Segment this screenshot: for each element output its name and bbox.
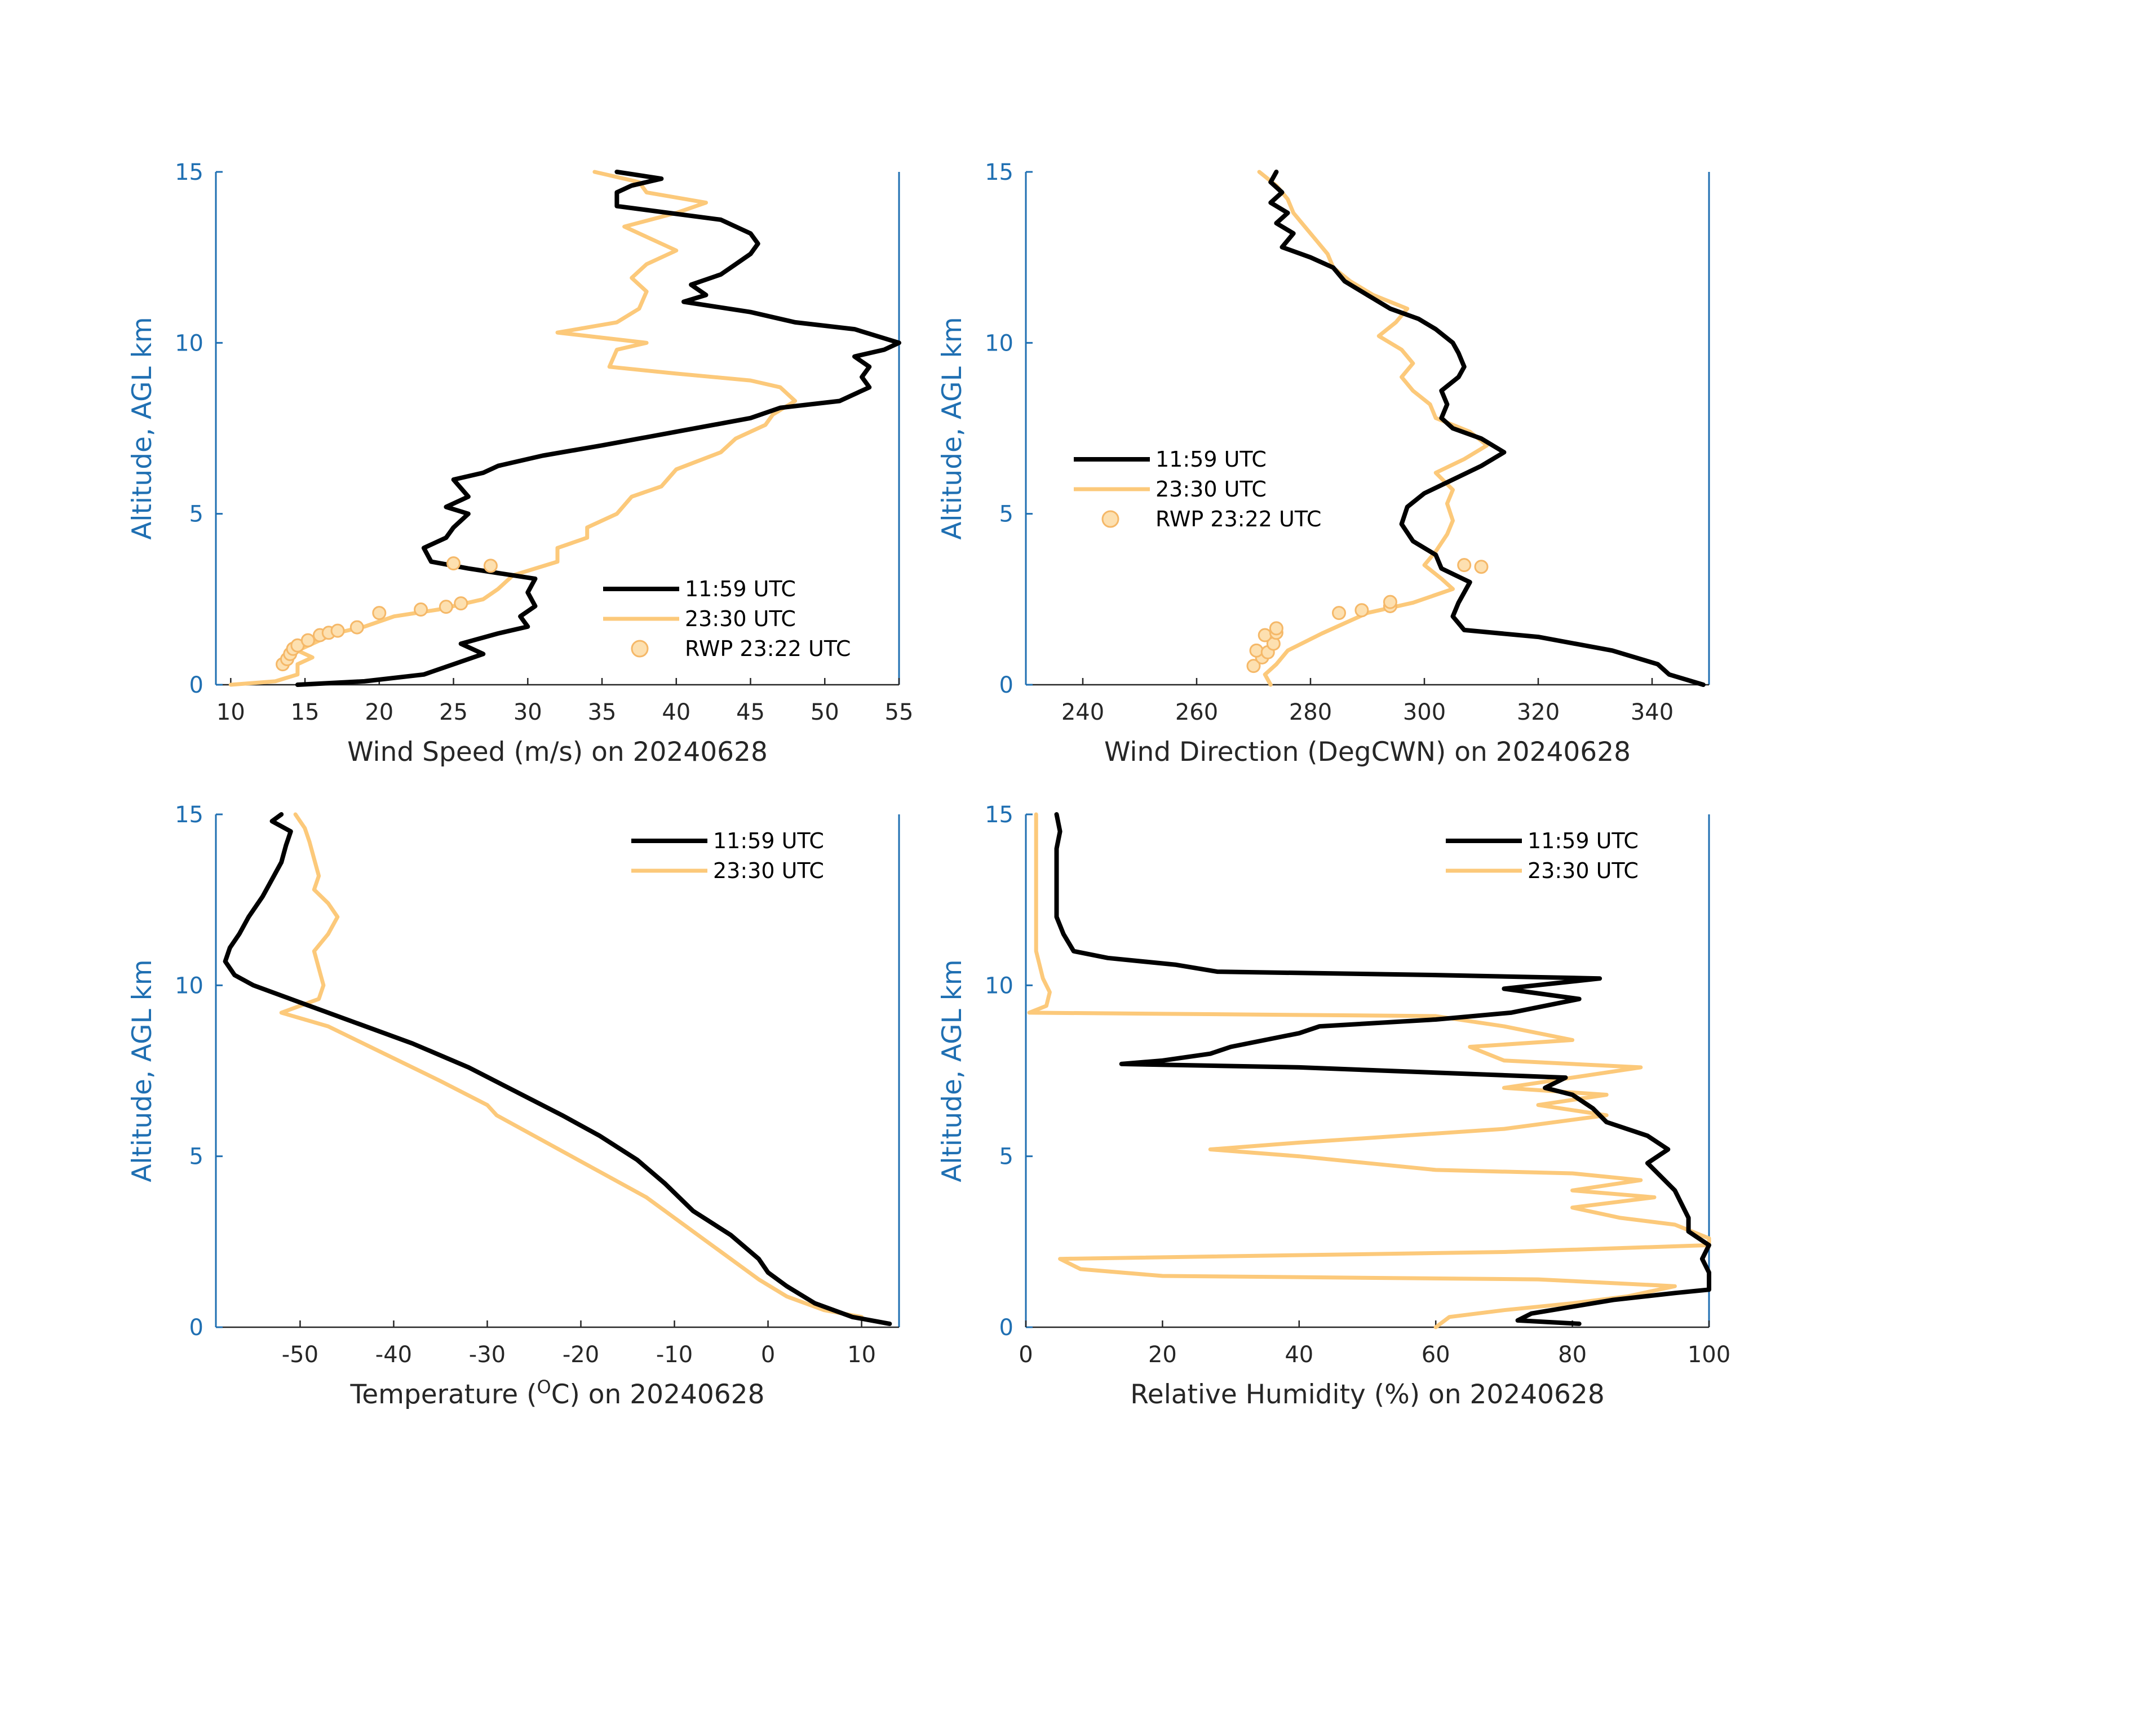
x-tick-label: 10 <box>847 1342 876 1368</box>
rwp-marker <box>349 620 364 635</box>
x-tick-label: 300 <box>1403 699 1446 725</box>
chart-panel-3: 0 5 10 15 -50 -40 -30 -20 -10 0 10 Altitude, AGL km… <box>127 802 900 1410</box>
x-tick-label: 280 <box>1289 699 1332 725</box>
x-tick-label: -50 <box>282 1342 318 1368</box>
x-tick-label: 320 <box>1517 699 1560 725</box>
rwp-marker <box>1383 595 1397 609</box>
series-line-2330-utc <box>279 812 864 1319</box>
y-axis-title: Altitude, AGL km <box>127 317 158 539</box>
legend-label: 23:30 UTC <box>685 606 796 631</box>
rwp-marker <box>1258 628 1272 642</box>
rwp-marker <box>1354 603 1369 618</box>
chart-panel-1: 0 5 10 15 10 15 20 25 30 35 40 45 50 55 Altitude, AGL … <box>127 159 913 768</box>
y-tick-label: 5 <box>999 1144 1013 1170</box>
x-tick-label: 80 <box>1558 1342 1587 1368</box>
y-tick-label: 15 <box>175 159 203 185</box>
rwp-marker <box>414 602 428 617</box>
rwp-marker <box>1249 643 1264 658</box>
legend-label: 23:30 UTC <box>1156 477 1267 502</box>
y-tick-label: 10 <box>175 973 203 999</box>
rwp-marker <box>372 606 387 620</box>
y-tick-label: 15 <box>985 802 1013 828</box>
x-tick-label: 45 <box>736 699 765 725</box>
x-tick-label: 35 <box>588 699 617 725</box>
series-line-1159-utc <box>1268 170 1706 687</box>
rwp-marker <box>1474 560 1489 574</box>
rwp-marker <box>439 600 453 614</box>
y-axis-title: Altitude, AGL km <box>127 959 158 1182</box>
rwp-marker <box>300 633 315 648</box>
x-axis-title: Wind Direction (DegCWN) on 20240628 <box>1104 737 1631 768</box>
rwp-marker <box>1332 606 1346 620</box>
series-line-2330-utc <box>1027 812 1711 1329</box>
series-line-2330-utc <box>1257 170 1489 687</box>
rwp-marker <box>330 623 345 638</box>
x-tick-label: 20 <box>365 699 393 725</box>
series-line-1159-utc <box>223 812 892 1326</box>
y-tick-label: 10 <box>175 330 203 356</box>
rwp-marker <box>1269 621 1283 636</box>
series-line-1159-utc <box>295 170 901 687</box>
x-tick-label: 260 <box>1175 699 1218 725</box>
y-tick-label: 5 <box>999 502 1013 528</box>
legend-label: RWP 23:22 UTC <box>1156 507 1321 531</box>
legend-swatch-rwp <box>1101 510 1119 528</box>
x-tick-label: 40 <box>1285 1342 1313 1368</box>
x-tick-label: 15 <box>291 699 320 725</box>
x-tick-label: 240 <box>1061 699 1104 725</box>
x-tick-label: 0 <box>761 1342 775 1368</box>
legend-label: 23:30 UTC <box>1528 858 1639 883</box>
rwp-marker <box>1246 659 1261 673</box>
y-tick-label: 10 <box>985 973 1013 999</box>
legend-swatch-rwp <box>631 640 649 658</box>
x-tick-label: 340 <box>1631 699 1674 725</box>
x-tick-label: 0 <box>1019 1342 1033 1368</box>
y-tick-label: 0 <box>999 672 1013 698</box>
chart-panel-2: 0 5 10 15 240 260 280 300 320 340 Altitude, AGL km… <box>937 159 1710 768</box>
x-tick-label: 20 <box>1148 1342 1177 1368</box>
rwp-marker <box>454 596 468 611</box>
x-axis-title: Relative Humidity (%) on 20240628 <box>1130 1379 1605 1410</box>
y-tick-label: 15 <box>175 802 203 828</box>
x-tick-label: 100 <box>1688 1342 1730 1368</box>
x-tick-label: 40 <box>662 699 690 725</box>
y-tick-label: 15 <box>985 159 1013 185</box>
y-tick-label: 0 <box>189 672 203 698</box>
x-tick-label: -40 <box>375 1342 412 1368</box>
chart-panel-4: 0 5 10 15 0 20 40 60 80 100 Altitude, AGL km Relati… <box>937 802 1730 1410</box>
legend-label: 23:30 UTC <box>713 858 824 883</box>
rwp-marker <box>1457 558 1472 573</box>
x-tick-label: 25 <box>439 699 468 725</box>
x-tick-label: -10 <box>656 1342 693 1368</box>
legend-label: 11:59 UTC <box>1528 828 1639 853</box>
series-line-1159-utc <box>1054 812 1711 1326</box>
x-tick-label: 30 <box>513 699 542 725</box>
rwp-marker <box>446 556 461 571</box>
y-tick-label: 0 <box>189 1315 203 1341</box>
x-tick-label: -20 <box>563 1342 599 1368</box>
rwp-marker <box>483 559 498 573</box>
legend-label: 11:59 UTC <box>713 828 824 853</box>
x-tick-label: 50 <box>811 699 839 725</box>
x-axis-title: Wind Speed (m/s) on 20240628 <box>347 737 768 768</box>
y-axis-title: Altitude, AGL km <box>937 959 968 1182</box>
y-tick-label: 5 <box>189 502 203 528</box>
y-tick-label: 0 <box>999 1315 1013 1341</box>
y-tick-label: 5 <box>189 1144 203 1170</box>
x-axis-title: Temperature (OC) on 20240628 <box>350 1376 765 1410</box>
legend-label: 11:59 UTC <box>685 577 796 601</box>
x-tick-label: 60 <box>1422 1342 1450 1368</box>
x-tick-label: -30 <box>469 1342 506 1368</box>
y-axis-title: Altitude, AGL km <box>937 317 968 539</box>
legend-label: 11:59 UTC <box>1156 447 1267 472</box>
x-tick-label: 10 <box>216 699 245 725</box>
x-tick-label: 55 <box>885 699 914 725</box>
legend-label: RWP 23:22 UTC <box>685 636 851 661</box>
y-tick-label: 10 <box>985 330 1013 356</box>
